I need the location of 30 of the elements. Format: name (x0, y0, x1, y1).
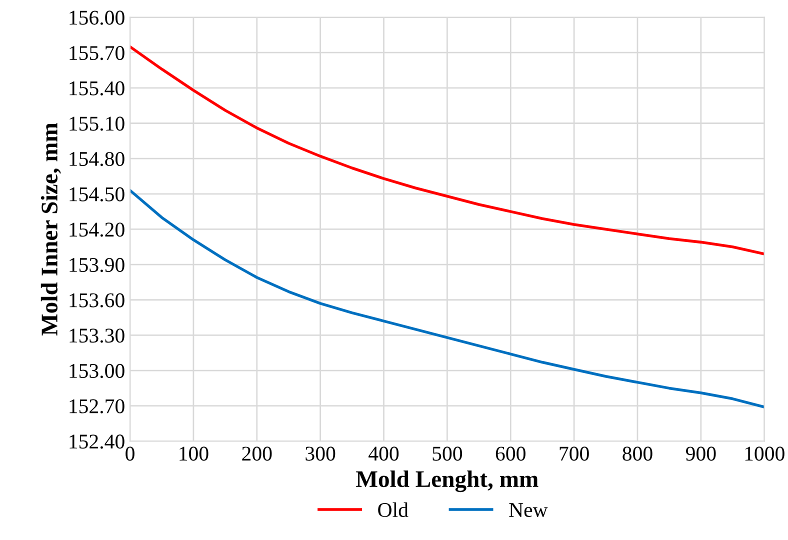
x-tick-label: 100 (180, 446, 208, 461)
line-series (130, 45, 764, 256)
y-axis-title: Mold Inner Size, mm (40, 122, 61, 336)
x-tick-label: 600 (496, 446, 526, 461)
y-tick-label: 155.70 (70, 46, 124, 60)
y-tick-label: 155.10 (70, 116, 124, 131)
x-tick-label: 900 (686, 446, 716, 461)
y-tick-label: 154.20 (70, 222, 124, 237)
x-tick-label: 300 (306, 446, 336, 461)
line-series (130, 188, 764, 408)
x-tick-label: 700 (560, 446, 589, 461)
y-tick-label: 153.90 (70, 258, 124, 272)
y-tick-label: 152.40 (70, 434, 124, 449)
x-axis-title: Mold Lenght, mm (356, 470, 538, 492)
x-tick-label: 200 (242, 446, 272, 461)
x-tick-label: 0 (126, 446, 134, 461)
y-tick-label: 152.70 (70, 399, 124, 414)
y-tick-label: 154.80 (70, 152, 124, 166)
y-tick-label: 153.60 (70, 293, 124, 308)
legend-label: New (509, 503, 548, 518)
x-tick-label: 500 (432, 446, 462, 461)
x-tick-label: 400 (368, 446, 399, 461)
y-tick-label: 155.40 (70, 81, 124, 96)
y-tick-label: 156.00 (70, 10, 124, 25)
y-tick-label: 153.00 (70, 364, 124, 378)
legend-label: Old (378, 502, 408, 518)
x-tick-label: 1000 (745, 446, 784, 461)
y-tick-label: 154.50 (70, 187, 124, 202)
y-tick-label: 153.30 (70, 328, 124, 343)
x-tick-label: 800 (622, 446, 652, 461)
